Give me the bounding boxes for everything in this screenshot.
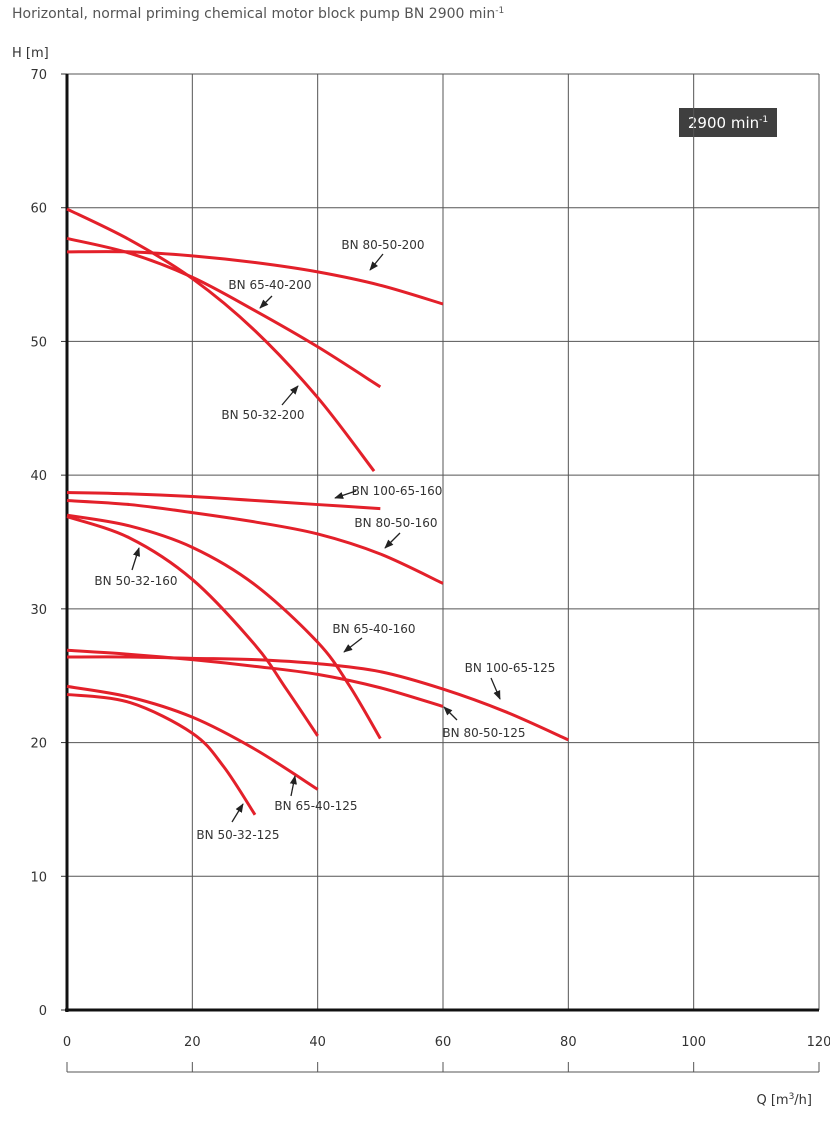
curve-arrow — [289, 775, 297, 797]
curve-arrow — [343, 637, 363, 653]
pump-curve — [66, 692, 257, 816]
title-sup: -1 — [495, 6, 504, 16]
curve-arrow — [231, 803, 244, 823]
x-label-text: Q [m — [756, 1093, 788, 1108]
y-tick-label: 10 — [30, 870, 47, 885]
curve-arrow — [490, 677, 501, 700]
curve-label: BN 65-40-125 — [274, 799, 357, 813]
curve-arrow — [131, 547, 140, 571]
pump-curve — [66, 207, 376, 473]
pump-curve — [66, 499, 444, 585]
curve-label: BN 50-32-200 — [221, 408, 304, 422]
y-axis-label: H [m] — [12, 46, 49, 61]
curve-arrow — [281, 385, 299, 406]
curve-label: BN 50-32-160 — [94, 574, 177, 588]
curve-label: BN 80-50-125 — [442, 726, 525, 740]
y-tick-label: 60 — [30, 202, 47, 217]
curve-arrow — [369, 253, 384, 271]
curve-arrow — [443, 706, 458, 721]
x-tick-label: 80 — [560, 1035, 577, 1050]
curve-label: BN 65-40-160 — [332, 622, 415, 636]
x-tick-label: 40 — [309, 1035, 326, 1050]
pump-curve — [66, 684, 319, 791]
y-tick-label: 50 — [30, 335, 47, 350]
badge-main: 2900 min — [688, 114, 759, 132]
title-text: Horizontal, normal priming chemical moto… — [12, 6, 495, 22]
x-label-sup: 3 — [789, 1092, 795, 1102]
curve-label: BN 65-40-200 — [228, 278, 311, 292]
y-tick-label: 70 — [30, 68, 47, 83]
curve-arrow — [259, 295, 273, 309]
x-tick-label: 20 — [184, 1035, 201, 1050]
curve-label: BN 50-32-125 — [196, 828, 279, 842]
x-tick-label: 100 — [681, 1035, 706, 1050]
x-tick-label: 0 — [63, 1035, 71, 1050]
curve-label: BN 80-50-160 — [354, 516, 437, 530]
curve-arrow — [334, 490, 357, 499]
badge-text: 2900 min-1 — [688, 114, 768, 132]
pump-curve — [66, 491, 381, 511]
y-tick-label: 40 — [30, 469, 47, 484]
pump-curve — [66, 648, 444, 708]
y-tick-label: 20 — [30, 737, 47, 752]
badge-sup: -1 — [759, 115, 768, 125]
x-tick-label: 60 — [435, 1035, 452, 1050]
x-axis-label: Q [m3/h] — [756, 1092, 812, 1108]
x-label-end: /h] — [794, 1093, 812, 1108]
curve-label: BN 100-65-160 — [352, 484, 443, 498]
y-tick-label: 30 — [30, 603, 47, 618]
curve-label: BN 80-50-200 — [341, 238, 424, 252]
pump-curve — [66, 237, 382, 389]
x-tick-label: 120 — [807, 1035, 830, 1050]
pump-curve — [66, 513, 382, 740]
pump-curve — [66, 515, 319, 737]
curve-label: BN 100-65-125 — [465, 661, 556, 675]
y-tick-label: 0 — [39, 1004, 47, 1019]
speed-badge — [679, 108, 777, 137]
chart-title: Horizontal, normal priming chemical moto… — [12, 6, 504, 22]
curve-arrow — [384, 532, 401, 549]
